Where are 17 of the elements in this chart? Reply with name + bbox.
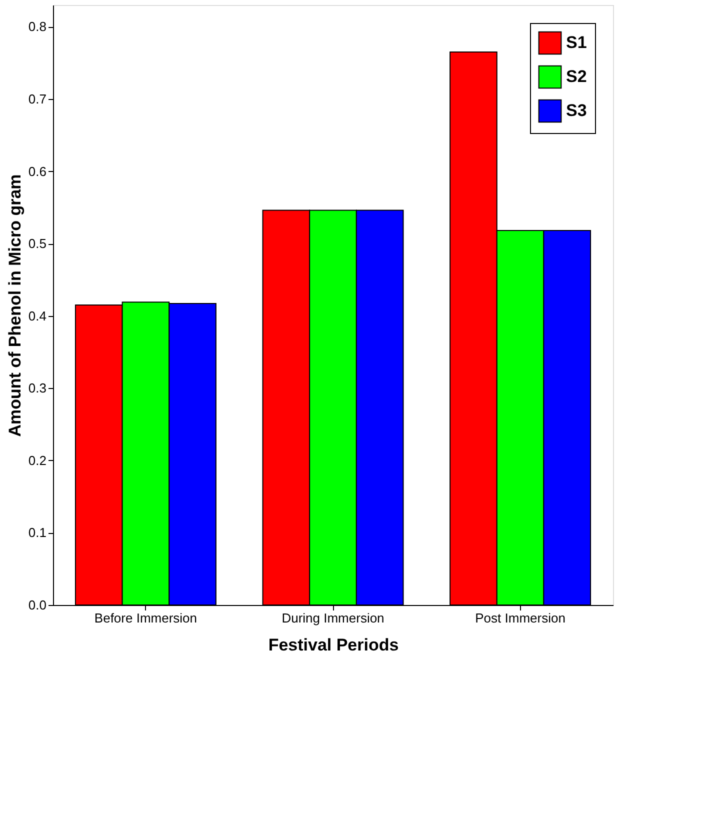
x-axis-title: Festival Periods (268, 636, 399, 654)
y-tick-label: 0.5 (28, 236, 46, 252)
legend-label: S2 (566, 67, 587, 86)
x-tick-label: Post Immersion (475, 610, 566, 626)
y-tick-label: 0.8 (28, 19, 46, 34)
legend-label: S3 (566, 101, 587, 120)
y-tick-label: 0.1 (28, 525, 46, 540)
legend-label: S1 (566, 33, 587, 52)
y-tick-label: 0.3 (28, 380, 46, 396)
x-tick-label: Before Immersion (94, 610, 198, 626)
y-tick-label: 0.2 (28, 452, 46, 468)
y-tick-label: 0.7 (28, 91, 46, 106)
y-tick-label: 0.4 (28, 308, 46, 324)
x-tick-label: During Immersion (282, 610, 384, 626)
y-tick-label: 0.0 (28, 598, 46, 612)
y-tick-label: 0.6 (28, 164, 46, 179)
y-axis-title: Amount of Phenol in Micro gram (5, 174, 24, 437)
